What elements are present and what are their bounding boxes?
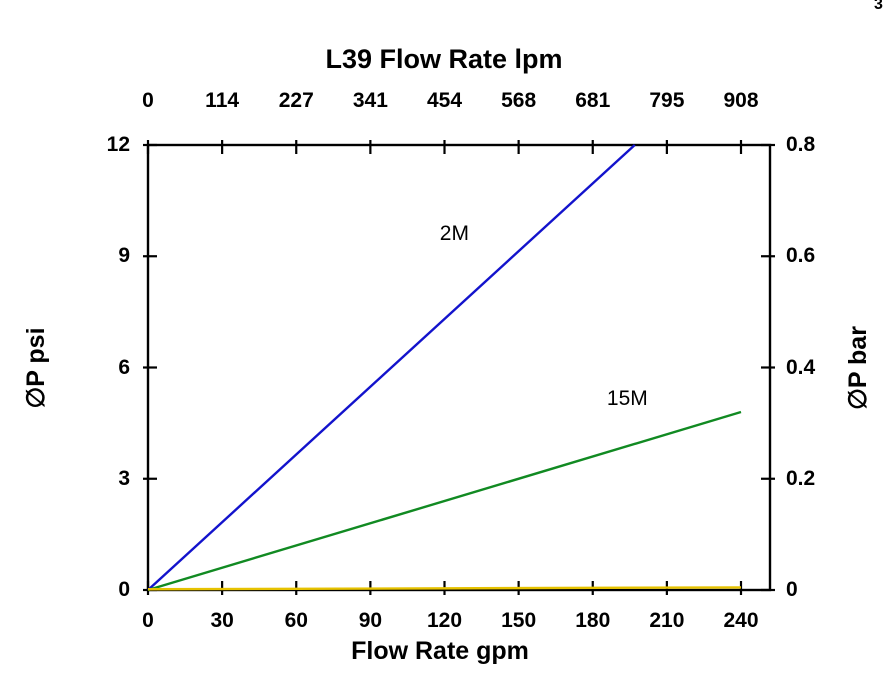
right-tick-label: 0.2 — [786, 466, 816, 490]
top-tick-label: 681 — [575, 89, 611, 112]
series-label: 2M — [439, 222, 469, 245]
bottom-tick-label: 90 — [358, 609, 383, 632]
right-tick-label: 0.6 — [786, 244, 816, 268]
bottom-axis-title: Flow Rate gpm — [351, 637, 529, 665]
top-tick-label: 227 — [278, 89, 314, 112]
bottom-tick-label: 150 — [501, 609, 537, 632]
bottom-tick-label: 180 — [575, 609, 611, 632]
top-axis-title: L39 Flow Rate lpm — [325, 44, 563, 74]
left-tick-label: 6 — [118, 355, 130, 379]
left-tick-label: 9 — [118, 244, 130, 268]
right-tick-label: 0 — [786, 578, 798, 601]
left-tick-label: 0 — [118, 578, 130, 601]
bottom-tick-label: 210 — [649, 609, 685, 632]
bottom-tick-label: 60 — [284, 609, 308, 632]
right-tick-label: 0.8 — [786, 133, 816, 156]
right-tick-label: 0.4 — [786, 355, 816, 379]
top-tick-label: 908 — [723, 89, 759, 112]
series-label: 15M — [606, 387, 648, 411]
top-tick-label: 114 — [205, 89, 240, 112]
bottom-tick-label: 240 — [723, 609, 759, 632]
bottom-tick-label: 30 — [210, 609, 234, 632]
top-tick-label: 454 — [426, 89, 463, 112]
left-tick-label: 12 — [106, 133, 130, 156]
corner-artifact: 3 — [874, 0, 883, 13]
top-tick-label: 0 — [142, 89, 154, 112]
top-tick-label: 568 — [501, 89, 537, 112]
bottom-tick-label: 120 — [426, 609, 463, 632]
top-tick-label: 341 — [352, 89, 388, 112]
top-tick-label: 795 — [649, 89, 685, 112]
bottom-tick-label: 0 — [142, 609, 154, 632]
left-tick-label: 3 — [118, 466, 130, 490]
